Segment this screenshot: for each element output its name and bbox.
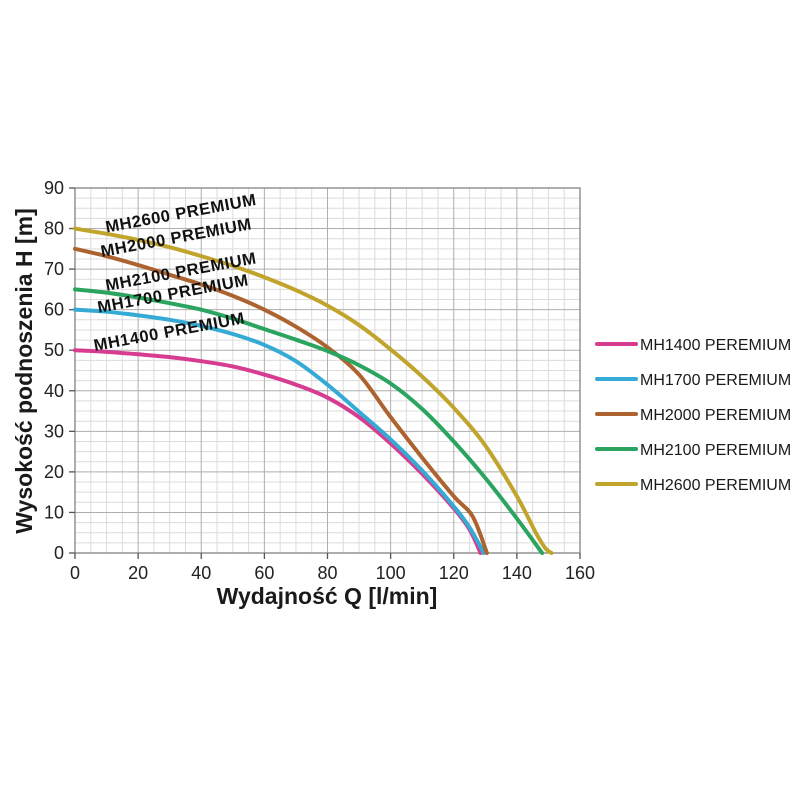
x-axis-title: Wydajność Q [l/min] xyxy=(217,583,438,609)
series-curve-mh2000 xyxy=(73,246,489,555)
legend-item-label: MH1700 PEREMIUM xyxy=(640,372,791,389)
y-tick-label: 40 xyxy=(44,381,64,401)
x-tick-label: 100 xyxy=(376,563,406,583)
x-tick-label: 20 xyxy=(128,563,148,583)
x-tick-label: 0 xyxy=(70,563,80,583)
legend-item: MH2000 PEREMIUM xyxy=(595,407,791,424)
legend-item-label: MH1400 PEREMIUM xyxy=(640,337,791,354)
legend-item: MH1400 PEREMIUM xyxy=(595,337,791,354)
series-curve-mh2100 xyxy=(73,287,545,555)
y-tick-label: 80 xyxy=(44,219,64,239)
x-tick-label: 140 xyxy=(502,563,532,583)
x-tick-label: 160 xyxy=(565,563,595,583)
legend-item-label: MH2000 PEREMIUM xyxy=(640,407,791,424)
x-tick-label: 40 xyxy=(191,563,211,583)
series-curves xyxy=(73,226,554,555)
legend-item-label: MH2100 PEREMIUM xyxy=(640,442,791,459)
x-axis-tick-labels: 0 20 40 60 80 100 120 140 160 xyxy=(70,563,595,583)
y-tick-label: 90 xyxy=(44,178,64,198)
y-tick-label: 30 xyxy=(44,421,64,441)
legend-item: MH1700 PEREMIUM xyxy=(595,372,791,389)
series-curve-mh1700 xyxy=(73,307,486,555)
y-tick-label: 60 xyxy=(44,300,64,320)
y-axis-title: Wysokość podnoszenia H [m] xyxy=(11,208,37,533)
y-tick-label: 20 xyxy=(44,462,64,482)
legend-item: MH2100 PEREMIUM xyxy=(595,442,791,459)
y-tick-label: 10 xyxy=(44,502,64,522)
y-tick-label: 70 xyxy=(44,259,64,279)
y-tick-label: 0 xyxy=(54,543,64,563)
x-tick-label: 60 xyxy=(254,563,274,583)
legend: MH1400 PEREMIUM MH1700 PEREMIUM MH2000 P… xyxy=(595,337,791,494)
y-axis-tick-labels: 0 10 20 30 40 50 60 70 80 90 xyxy=(44,178,64,563)
x-tick-label: 120 xyxy=(439,563,469,583)
y-tick-label: 50 xyxy=(44,340,64,360)
legend-item-label: MH2600 PEREMIUM xyxy=(640,477,791,494)
axis-tick-marks xyxy=(69,187,581,559)
series-curve-mh2600 xyxy=(73,226,554,555)
x-tick-label: 80 xyxy=(317,563,337,583)
legend-item: MH2600 PEREMIUM xyxy=(595,477,791,494)
